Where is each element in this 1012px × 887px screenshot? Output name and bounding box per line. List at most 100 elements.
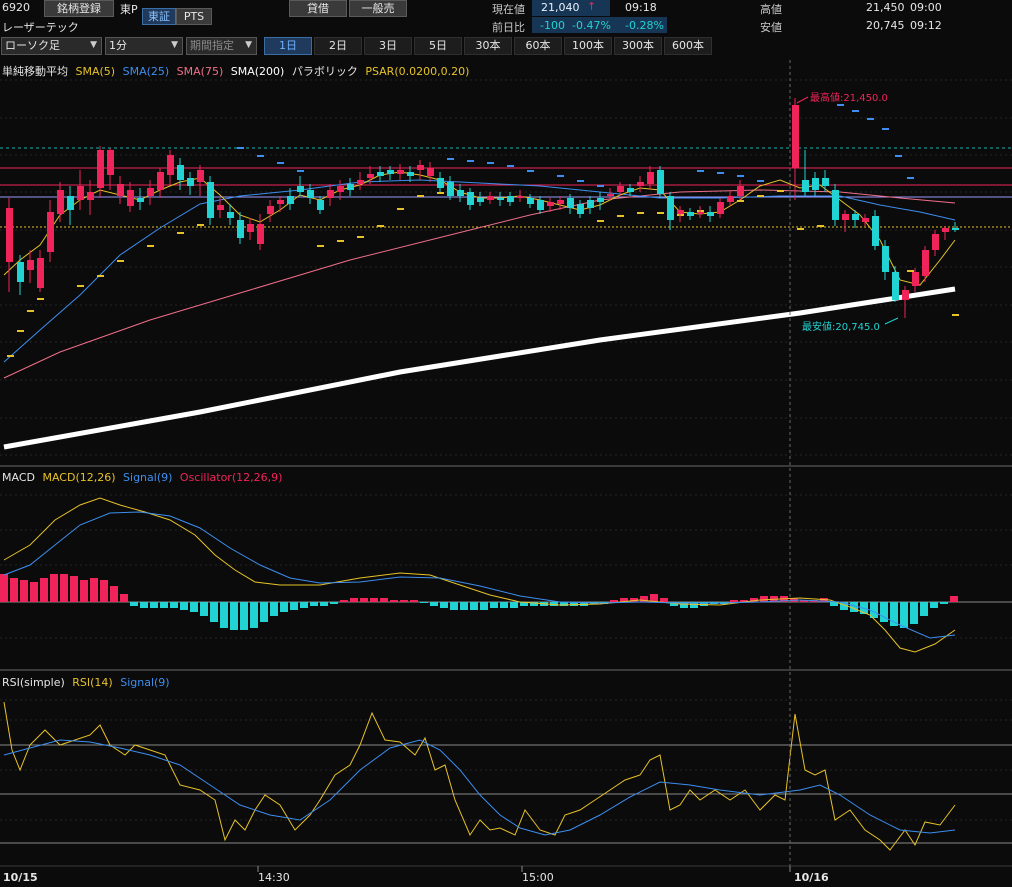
register-stock-button[interactable]: 銘柄登録 [44,0,114,17]
psar-dot [7,355,14,357]
candle-body [942,228,949,232]
psar-dot [697,170,704,172]
range-3d[interactable]: 3日 [364,37,412,55]
psar-dot [867,118,874,120]
margin-button[interactable]: 貸借 [289,0,347,17]
macd-histogram-bar [360,598,368,602]
range-5d[interactable]: 5日 [414,37,462,55]
macd-histogram-bar [560,602,568,606]
candle-body [277,200,284,204]
macd-histogram-bar [0,574,8,602]
macd-histogram-bar [510,602,518,608]
macd-histogram-bar [220,602,228,628]
macd-histogram-bar [170,602,178,608]
candle-body [657,170,664,194]
macd-histogram-bar [70,576,78,602]
range-60[interactable]: 60本 [514,37,562,55]
candle-body [717,202,724,214]
macd-histogram-bar [20,580,28,602]
candle-body [297,186,304,192]
psar-dot [97,275,104,277]
macd-histogram-bar [230,602,238,630]
rsi-legend-rsi[interactable]: RSI(14) [72,676,113,689]
period-select[interactable]: 期間指定 ▼ [186,37,257,55]
macd-legend: MACD MACD(12,26) Signal(9) Oscillator(12… [2,471,286,484]
legend-sma75[interactable]: SMA(75) [176,65,224,78]
macd-histogram-bar [10,578,18,602]
legend-sma200[interactable]: SMA(200) [230,65,285,78]
macd-histogram-bar [880,602,888,622]
range-2d[interactable]: 2日 [314,37,362,55]
high-value: 21,450 [866,1,905,14]
macd-histogram-bar [160,602,168,608]
psar-dot [597,220,604,222]
macd-histogram-bar [300,602,308,608]
macd-histogram-bar [830,602,838,606]
range-30[interactable]: 30本 [464,37,512,55]
chart-type-select[interactable]: ローソク足 ▼ [1,37,102,55]
psar-dot [197,224,204,226]
chart-type-value: ローソク足 [5,39,60,52]
macd-histogram-bar [620,598,628,602]
candle-body [87,192,94,200]
macd-histogram-bar [920,602,928,616]
high-annotation-pointer [796,96,809,104]
psar-dot [527,170,534,172]
macd-signal-line [3,511,956,639]
psar-dot [777,190,784,192]
psar-dot [177,232,184,234]
candle-body [697,212,704,214]
macd-histogram-bar [840,602,848,610]
tab-pts[interactable]: PTS [176,8,212,25]
candle-body [667,196,674,220]
general-sell-button[interactable]: 一般売 [349,0,407,17]
macd-histogram-bar [670,602,678,606]
tab-tse[interactable]: 東証 [142,8,176,25]
interval-select[interactable]: 1分 ▼ [105,37,183,55]
rsi-legend-signal[interactable]: Signal(9) [120,676,170,689]
candle-body [727,196,734,202]
candle-body [97,150,104,188]
psar-dot [852,110,859,112]
range-100[interactable]: 100本 [564,37,612,55]
candle-body [912,272,919,286]
candlesticks [6,98,959,318]
macd-histogram-bar [320,602,328,606]
candle-body [687,212,694,216]
candle-body [557,200,564,204]
macd-histogram-bar [930,602,938,608]
macd-histogram-bar [400,600,408,602]
macd-histogram-bar [950,596,958,602]
range-1d[interactable]: 1日 [264,37,312,55]
candle-body [247,224,254,232]
candle-body [737,186,744,196]
range-300[interactable]: 300本 [614,37,662,55]
legend-sma5[interactable]: SMA(5) [75,65,116,78]
macd-histogram-bar [130,602,138,606]
candle-body [57,190,64,214]
change-percent: -0.47% [572,19,611,32]
macd-histogram-bar [50,574,58,602]
change-label: 前日比 [492,21,525,34]
candle-body [187,178,194,186]
psar-dot [637,212,644,214]
legend-psar[interactable]: PSAR(0.0200,0.20) [365,65,470,78]
macd-legend-signal[interactable]: Signal(9) [123,471,173,484]
candle-body [17,262,24,282]
macd-histogram [0,574,958,630]
candle-body [922,250,929,276]
macd-legend-macd[interactable]: MACD(12,26) [42,471,116,484]
candle-body [802,180,809,192]
psar-dot [907,177,914,179]
candle-body [137,198,144,202]
psar-dot [297,170,304,172]
rsi-legend-title: RSI(simple) [2,676,65,689]
macd-histogram-bar [90,578,98,602]
legend-sma25[interactable]: SMA(25) [122,65,170,78]
chevron-down-icon: ▼ [245,40,252,50]
legend-parabolic: パラボリック [291,65,358,78]
psar-dot [117,260,124,262]
range-600[interactable]: 600本 [664,37,712,55]
macd-legend-osc[interactable]: Oscillator(12,26,9) [179,471,283,484]
